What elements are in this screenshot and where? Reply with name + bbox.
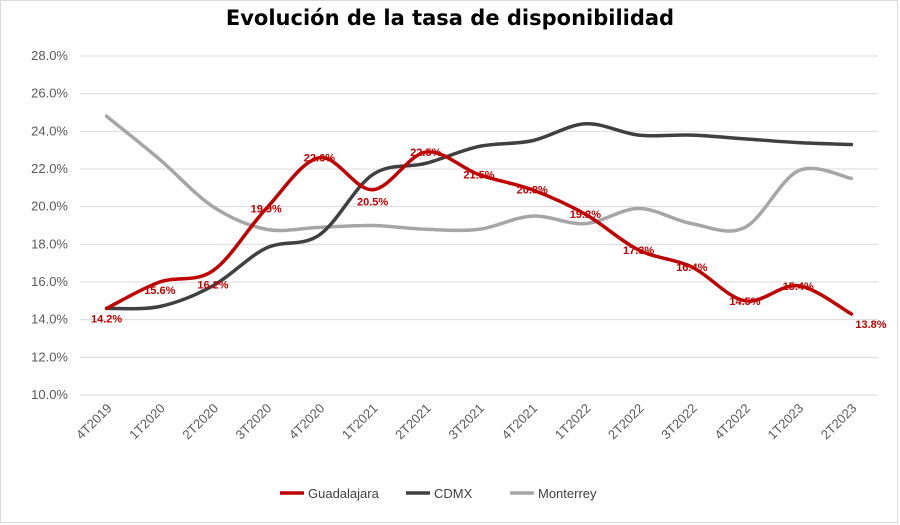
legend-label-cdmx: CDMX (434, 486, 473, 501)
series-line-cdmx (104, 122, 854, 311)
y-tick-label: 10.0% (31, 387, 68, 402)
series-line-guadalajara (104, 150, 854, 316)
gridlines (80, 55, 878, 396)
y-tick-label: 24.0% (31, 123, 68, 138)
data-label: 14.5% (729, 296, 760, 308)
data-label: 19.9% (251, 204, 282, 216)
data-label: 19.2% (570, 209, 601, 221)
x-tick-label: 2T2021 (392, 401, 434, 443)
x-tick-label: 2T2020 (179, 401, 221, 443)
x-tick-label: 4T2021 (499, 401, 541, 443)
data-label: 22.6% (304, 153, 335, 165)
data-label: 15.6% (144, 285, 175, 297)
data-label: 13.8% (855, 319, 886, 331)
x-tick-label: 2T2023 (818, 401, 860, 443)
data-labels: 14.2% 15.6% 16.2% 19.9% 22.6% 20.5% 22.5% 21.5%… (91, 147, 887, 331)
y-tick-label: 26.0% (31, 86, 68, 101)
data-label: 16.2% (197, 280, 228, 292)
legend-label-guadalajara: Guadalajara (308, 486, 380, 501)
y-tick-label: 28.0% (31, 48, 68, 63)
data-label: 21.5% (463, 170, 494, 182)
x-tick-label: 1T2022 (552, 401, 594, 443)
data-label: 14.2% (91, 313, 122, 325)
y-tick-label: 22.0% (31, 161, 68, 176)
data-label: 20.8% (517, 185, 548, 197)
y-tick-label: 18.0% (31, 236, 68, 251)
x-tick-label: 3T2020 (233, 401, 275, 443)
legend-label-monterrey: Monterrey (538, 486, 597, 501)
series-line-monterrey (104, 114, 854, 233)
y-tick-label: 14.0% (31, 312, 68, 327)
x-tick-label: 4T2020 (286, 401, 328, 443)
y-tick-label: 16.0% (31, 274, 68, 289)
x-tick-label: 3T2021 (445, 401, 487, 443)
y-axis: 10.0% 12.0% 14.0% 16.0% 18.0% 20.0% 22.0% 24.0%… (31, 48, 68, 402)
x-tick-label: 3T2022 (658, 401, 700, 443)
data-label: 20.5% (357, 197, 388, 209)
data-label: 15.4% (783, 281, 814, 293)
x-tick-label: 1T2020 (126, 401, 168, 443)
x-tick-label: 1T2023 (765, 401, 807, 443)
x-tick-label: 1T2021 (339, 401, 381, 443)
y-tick-label: 12.0% (31, 349, 68, 364)
data-label: 16.4% (676, 262, 707, 274)
x-tick-label: 2T2022 (605, 401, 647, 443)
y-tick-label: 20.0% (31, 199, 68, 214)
x-tick-label: 4T2019 (73, 401, 115, 443)
x-axis: 4T2019 1T2020 2T2020 3T2020 4T2020 1T2021 2T20… (73, 401, 860, 443)
x-tick-label: 4T2022 (711, 401, 753, 443)
data-label: 22.5% (410, 147, 441, 159)
chart-title: Evolución de la tasa de disponibilidad (225, 6, 675, 30)
legend: Guadalajara CDMX Monterrey (280, 486, 597, 501)
series-lines (104, 114, 854, 316)
data-label: 17.3% (623, 245, 654, 257)
